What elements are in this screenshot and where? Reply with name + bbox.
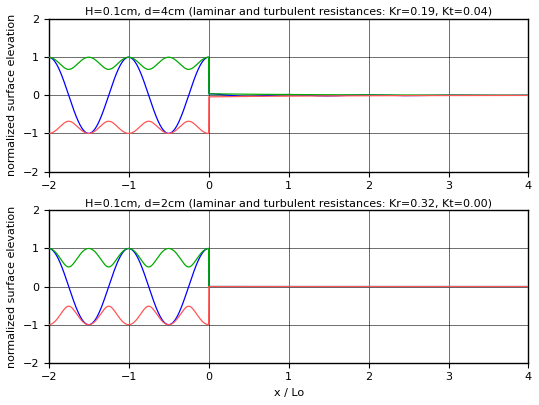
- Title: H=0.1cm, d=2cm (laminar and turbulent resistances: Kr=0.32, Kt=0.00): H=0.1cm, d=2cm (laminar and turbulent re…: [85, 198, 492, 208]
- X-axis label: x / Lo: x / Lo: [274, 388, 303, 398]
- Y-axis label: normalized surface elevation: normalized surface elevation: [7, 14, 17, 177]
- Y-axis label: normalized surface elevation: normalized surface elevation: [7, 205, 17, 368]
- Title: H=0.1cm, d=4cm (laminar and turbulent resistances: Kr=0.19, Kt=0.04): H=0.1cm, d=4cm (laminar and turbulent re…: [85, 7, 492, 17]
